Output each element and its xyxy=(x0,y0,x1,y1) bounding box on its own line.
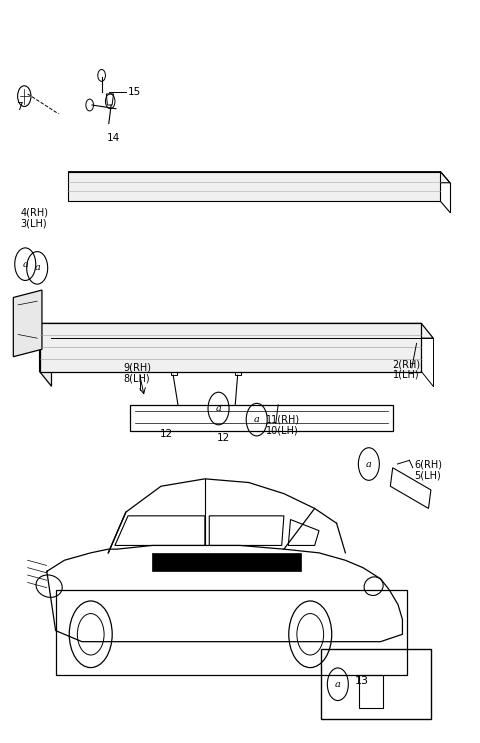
Text: 12: 12 xyxy=(216,433,230,443)
Text: 12: 12 xyxy=(159,429,173,439)
Text: 7: 7 xyxy=(16,103,23,112)
Text: 14: 14 xyxy=(107,133,120,143)
Polygon shape xyxy=(39,323,51,386)
Text: a: a xyxy=(366,459,372,469)
Polygon shape xyxy=(39,323,433,338)
Text: 6(RH): 6(RH) xyxy=(414,459,442,469)
Bar xyxy=(235,364,241,375)
Polygon shape xyxy=(13,290,42,357)
Bar xyxy=(360,675,383,708)
Text: 15: 15 xyxy=(128,87,141,97)
Text: 2(RH): 2(RH) xyxy=(393,359,421,369)
Bar xyxy=(321,649,431,719)
Polygon shape xyxy=(152,553,301,571)
Text: a: a xyxy=(254,415,260,424)
Bar xyxy=(171,364,177,375)
Polygon shape xyxy=(68,172,441,201)
Text: 10(LH): 10(LH) xyxy=(266,426,299,435)
Text: 1(LH): 1(LH) xyxy=(393,369,420,380)
Polygon shape xyxy=(39,323,421,372)
Text: 4(RH): 4(RH) xyxy=(21,207,48,218)
Text: 13: 13 xyxy=(355,675,369,686)
Text: 11(RH): 11(RH) xyxy=(266,415,300,424)
Text: a: a xyxy=(22,259,28,269)
Text: 5(LH): 5(LH) xyxy=(414,470,441,480)
Text: a: a xyxy=(34,263,40,273)
Text: 9(RH): 9(RH) xyxy=(123,363,151,373)
Bar xyxy=(56,590,407,675)
Text: a: a xyxy=(216,404,221,413)
Text: 8(LH): 8(LH) xyxy=(123,374,150,384)
Text: 3(LH): 3(LH) xyxy=(21,218,47,228)
Text: a: a xyxy=(335,680,341,689)
Polygon shape xyxy=(68,172,450,183)
